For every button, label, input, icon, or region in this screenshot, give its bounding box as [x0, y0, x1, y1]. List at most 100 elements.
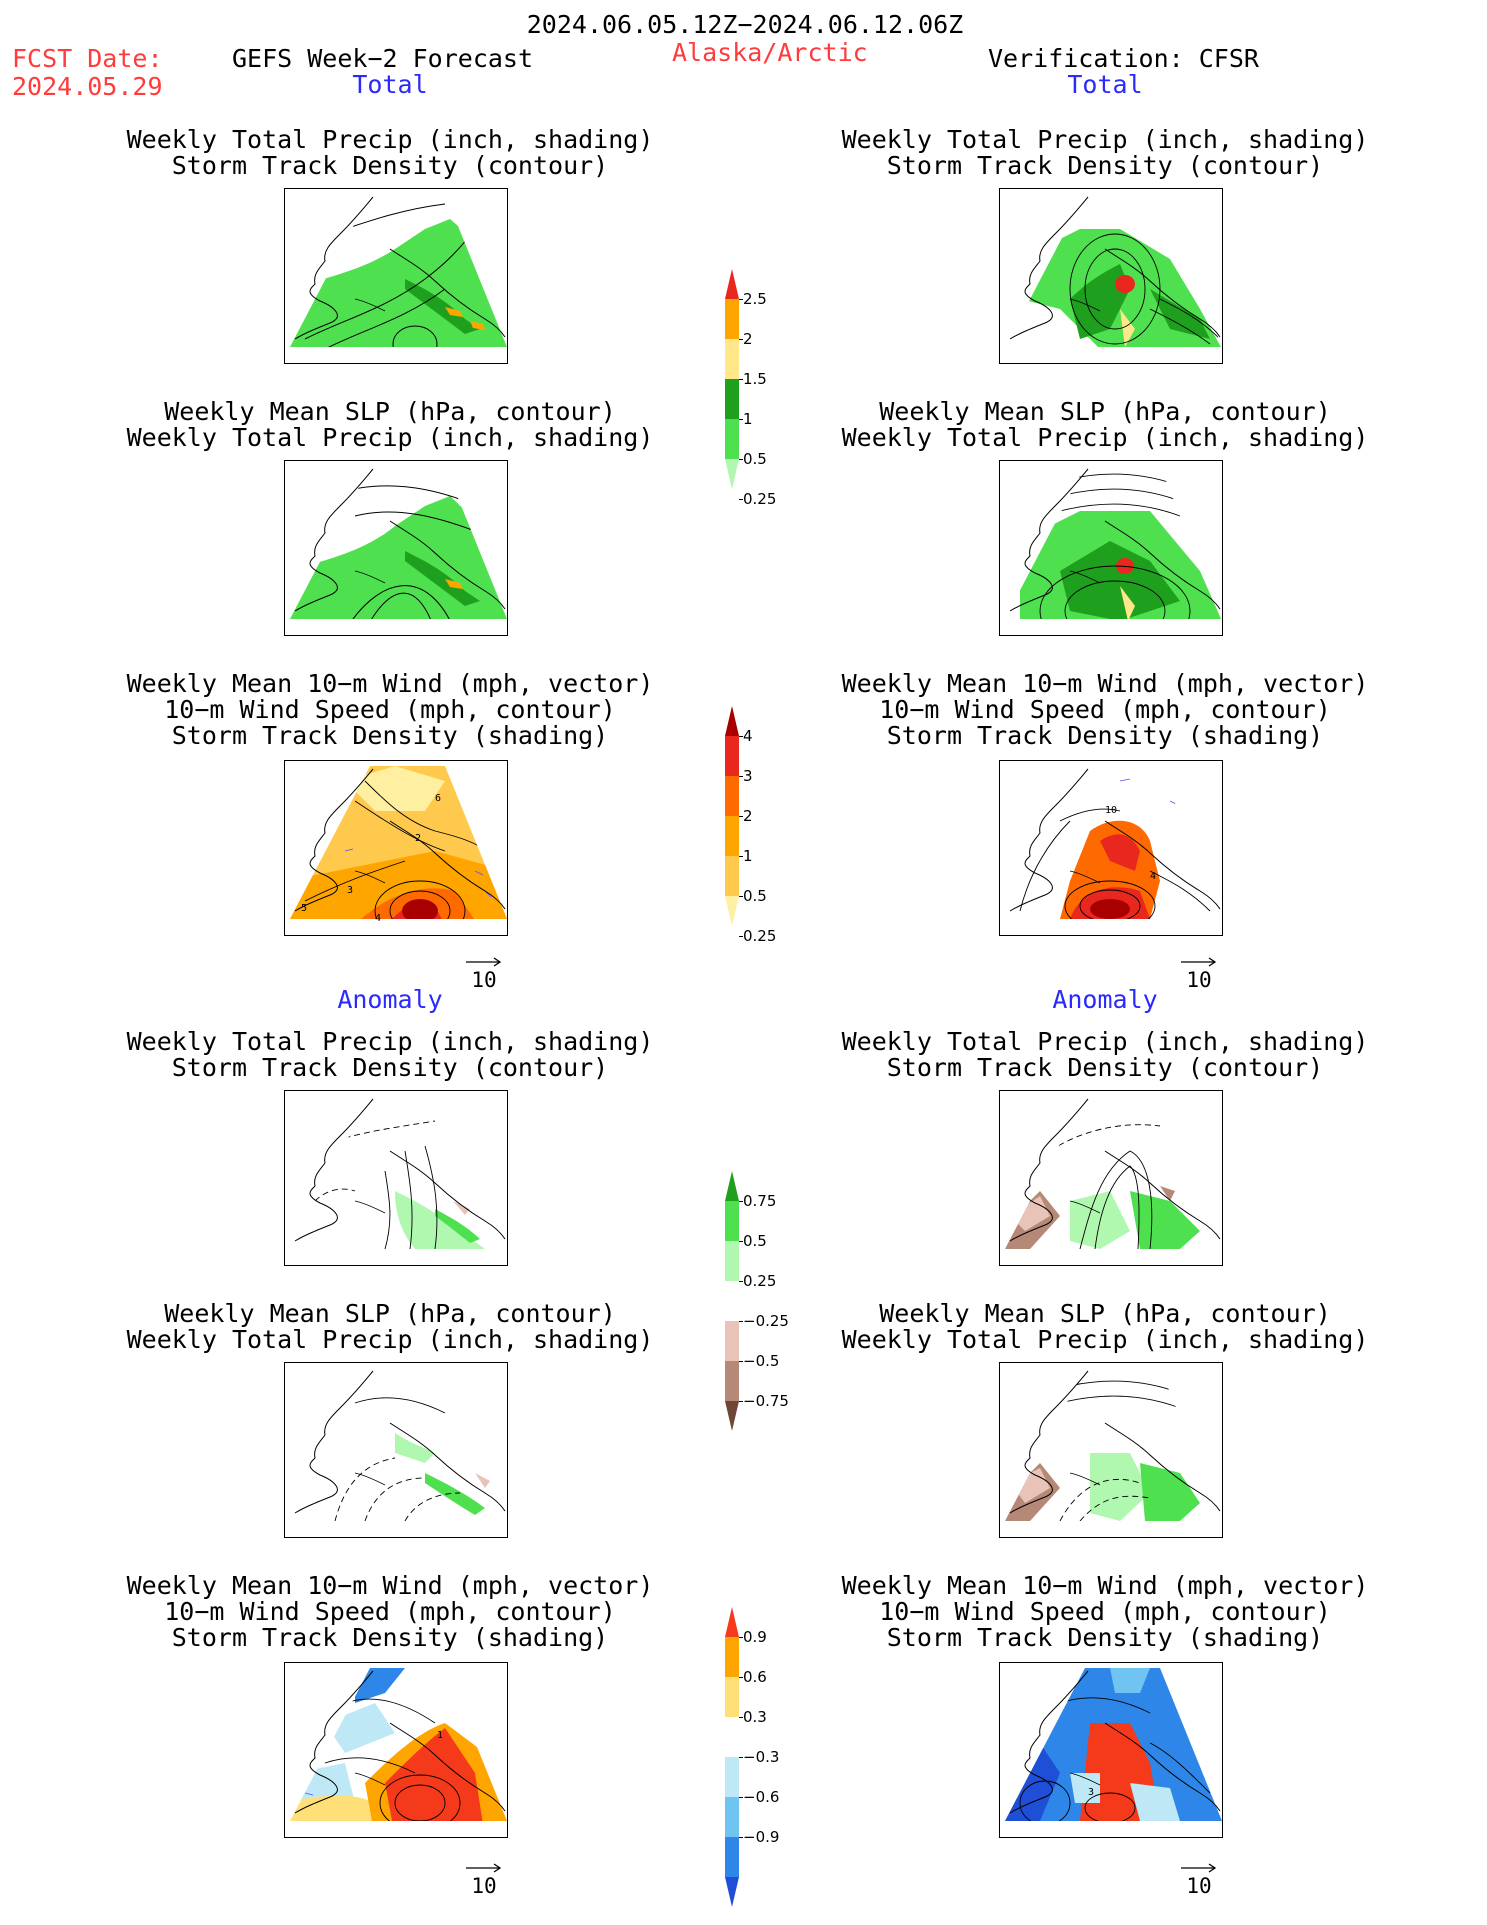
colorbar-label: 2.5 — [743, 290, 767, 308]
arrow-right-icon — [466, 957, 502, 967]
colorbar-label: 1 — [743, 847, 753, 865]
title-l1-b: Storm Track Density (contour) — [171, 151, 609, 180]
map-obs-slp-precip — [999, 460, 1223, 636]
region-title: Alaska/Arctic — [672, 38, 868, 67]
colorbar-label: −0.75 — [743, 1392, 789, 1410]
colorbar-tick — [739, 1797, 743, 1798]
colorbar-label: −0.5 — [743, 1352, 780, 1370]
map-anom-fcst-slp-precip — [284, 1362, 508, 1538]
colorbar-label: 0.5 — [743, 887, 767, 905]
contour-label: 2 — [415, 833, 421, 844]
contour-label: 1 — [437, 1730, 443, 1741]
title-r6-b: 10−m Wind Speed (mph, contour) — [879, 1597, 1331, 1626]
colorbar-label: 0.75 — [743, 1192, 777, 1210]
section-anomaly-left: Anomaly — [337, 985, 443, 1014]
title-l6-a: Weekly Mean 10−m Wind (mph, vector) — [126, 1571, 654, 1600]
title-r1-b: Storm Track Density (contour) — [886, 151, 1324, 180]
colorbar-tick — [739, 856, 743, 857]
colorbar-segment — [725, 776, 739, 816]
contour-label: 3 — [347, 885, 353, 896]
colorbar-segment — [725, 896, 739, 926]
vector-ref-l3: 10 — [454, 956, 514, 992]
title-r1-a: Weekly Total Precip (inch, shading) — [841, 125, 1369, 154]
title-l6-b: 10−m Wind Speed (mph, contour) — [164, 1597, 616, 1626]
colorbar-tick — [739, 379, 743, 380]
colorbar-segment — [725, 736, 739, 776]
vector-ref-label: 10 — [471, 968, 497, 992]
arrow-right-icon — [466, 1863, 502, 1873]
colorbar-tick — [739, 736, 743, 737]
section-anomaly-right: Anomaly — [1052, 985, 1158, 1014]
period-title: 2024.06.05.12Z−2024.06.12.06Z — [526, 10, 964, 39]
title-l3-b: 10−m Wind Speed (mph, contour) — [164, 695, 616, 724]
colorbar-label: −0.3 — [743, 1748, 780, 1766]
colorbar-segment — [725, 1321, 739, 1361]
title-r4-b: Storm Track Density (contour) — [886, 1053, 1324, 1082]
colorbar-label: −0.25 — [743, 1312, 789, 1330]
colorbar-label: 3 — [743, 767, 753, 785]
colorbar-tick — [739, 1241, 743, 1242]
colorbar-label: 4 — [743, 727, 753, 745]
section-total-left: Total — [352, 70, 428, 99]
colorbar-segment — [725, 379, 739, 419]
colorbar-segment — [725, 1201, 739, 1241]
fcst-date-label: FCST Date: — [12, 44, 163, 73]
colorbar-segment — [725, 459, 739, 489]
colorbar-tick — [739, 459, 743, 460]
colorbar-graphic — [725, 706, 739, 926]
colorbar-label: 0.5 — [743, 1232, 767, 1250]
colorbar-segment — [725, 816, 739, 856]
colorbar-graphic — [725, 1171, 739, 1431]
colorbar-segment — [725, 269, 739, 299]
colorbar-segment — [725, 1677, 739, 1717]
map-anom-obs-slp-precip — [999, 1362, 1223, 1538]
colorbar-segment — [725, 856, 739, 896]
colorbar-label: 0.6 — [743, 1668, 767, 1686]
title-r3-a: Weekly Mean 10−m Wind (mph, vector) — [841, 669, 1369, 698]
title-r6-a: Weekly Mean 10−m Wind (mph, vector) — [841, 1571, 1369, 1600]
title-l4-a: Weekly Total Precip (inch, shading) — [126, 1027, 654, 1056]
colorbar-tick — [739, 776, 743, 777]
colorbar-label: 2 — [743, 330, 753, 348]
title-l3-a: Weekly Mean 10−m Wind (mph, vector) — [126, 669, 654, 698]
colorbar-tick — [739, 1361, 743, 1362]
vector-ref-label: 10 — [1186, 1874, 1212, 1898]
colorbar-segment — [725, 1717, 739, 1757]
map-obs-wind-track: 10 4 — [999, 760, 1223, 936]
colorbar-segment — [725, 419, 739, 459]
colorbar-tick — [739, 816, 743, 817]
colorbar-segment — [725, 339, 739, 379]
title-r3-c: Storm Track Density (shading) — [886, 721, 1324, 750]
title-r5-b: Weekly Total Precip (inch, shading) — [841, 1325, 1369, 1354]
colorbar-tick — [739, 419, 743, 420]
title-r6-c: Storm Track Density (shading) — [886, 1623, 1324, 1652]
title-r4-a: Weekly Total Precip (inch, shading) — [841, 1027, 1369, 1056]
map-fcst-wind-track: 6 2 3 5 4 — [284, 760, 508, 936]
arrow-right-icon — [1181, 1863, 1217, 1873]
vector-ref-l6: 10 — [454, 1862, 514, 1898]
colorbar-tick — [739, 1717, 743, 1718]
vector-ref-label: 10 — [471, 1874, 497, 1898]
colorbar-graphic — [725, 1607, 739, 1907]
colorbar-label: 0.5 — [743, 450, 767, 468]
fcst-date-value: 2024.05.29 — [12, 72, 163, 101]
colorbar-segment — [725, 299, 739, 339]
colorbar-segment — [725, 1757, 739, 1797]
colorbar-segment — [725, 1281, 739, 1321]
vector-ref-r3: 10 — [1169, 956, 1229, 992]
title-l6-c: Storm Track Density (shading) — [171, 1623, 609, 1652]
colorbar-tick — [739, 1321, 743, 1322]
colorbar-tick — [739, 1677, 743, 1678]
colorbar-tick — [739, 1757, 743, 1758]
colorbar-label: 0.25 — [743, 927, 777, 945]
colorbar-tick — [739, 1201, 743, 1202]
colorbar-segment — [725, 1797, 739, 1837]
colorbar-segment — [725, 1241, 739, 1281]
colorbar-segment — [725, 1607, 739, 1637]
title-r5-a: Weekly Mean SLP (hPa, contour) — [879, 1299, 1331, 1328]
title-r2-a: Weekly Mean SLP (hPa, contour) — [879, 397, 1331, 426]
colorbar-segment — [725, 1401, 739, 1431]
title-l1-a: Weekly Total Precip (inch, shading) — [126, 125, 654, 154]
contour-label: 3 — [1088, 1787, 1094, 1798]
map-fcst-slp-precip — [284, 460, 508, 636]
